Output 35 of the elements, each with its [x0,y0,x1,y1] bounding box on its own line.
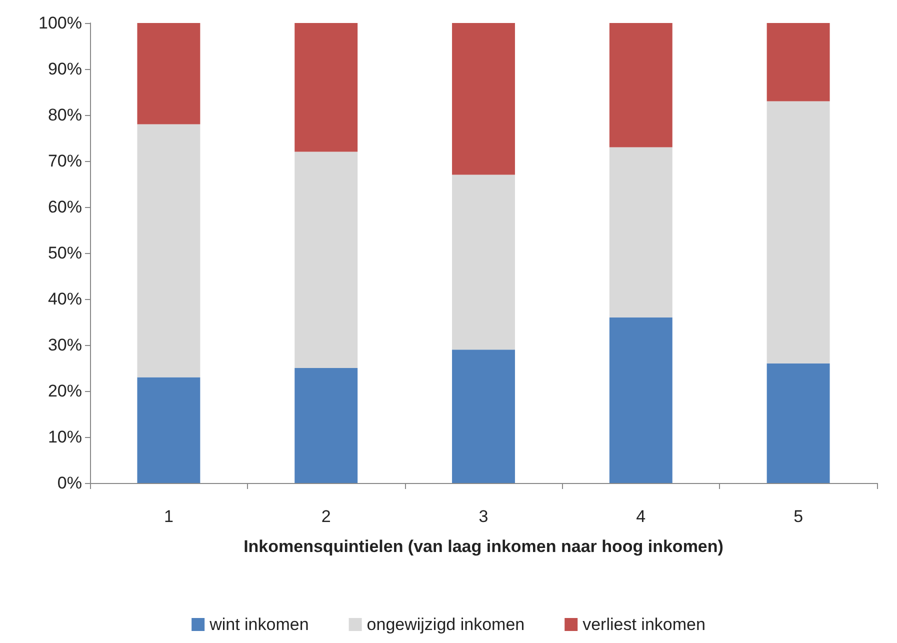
y-tick-label: 100% [38,14,82,32]
y-tick-label: 40% [48,290,82,308]
bar [452,23,515,175]
bar [609,147,672,318]
bar [452,350,515,483]
x-tick-label: 2 [321,507,331,526]
y-tick-label: 50% [48,244,82,262]
x-tick-label: 5 [794,507,804,526]
bar [294,368,358,483]
bar [294,23,358,152]
y-tick-label: 60% [48,198,82,216]
x-tick-label: 3 [478,507,488,526]
bar [137,377,200,483]
legend-label: verliest inkomen [582,615,706,634]
x-axis-title: Inkomensquintielen (van laag inkomen naar hoog inkomen) [244,537,724,556]
y-tick-label: 90% [48,60,82,78]
y-tick-label: 30% [48,336,82,354]
x-tick-label: 1 [164,507,174,526]
bar [609,23,672,148]
bar [452,174,515,350]
bar [137,23,200,124]
x-tick-label: 4 [636,507,646,526]
bar [766,363,830,483]
y-tick-label: 0% [57,474,82,492]
legend-label: ongewijzigd inkomen [366,615,525,634]
y-tick-label: 20% [48,382,82,400]
legend-label: wint inkomen [208,615,309,634]
bar [609,317,672,483]
bar [137,124,200,378]
bar [294,152,358,368]
bar [766,101,830,364]
y-tick-label: 70% [48,152,82,170]
y-tick-label: 10% [48,428,82,446]
y-tick-label: 80% [48,106,82,124]
bar [766,23,830,102]
